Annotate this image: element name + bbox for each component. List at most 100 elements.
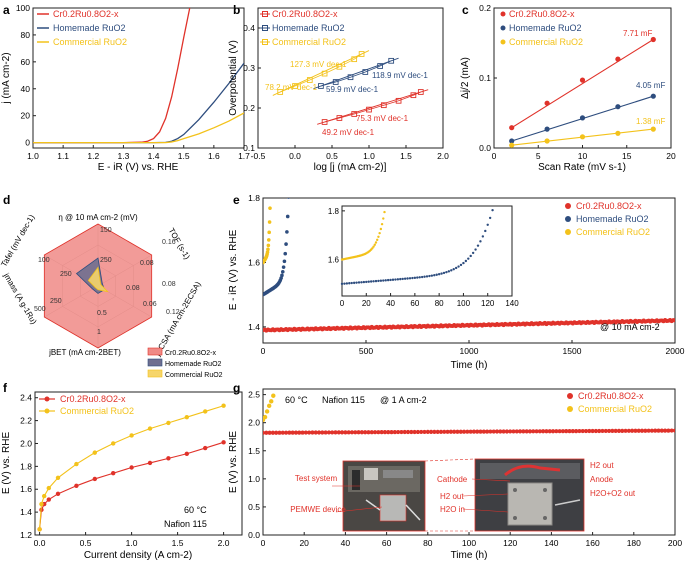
panel-b-point-cr xyxy=(336,115,343,121)
pemwe-photo-right xyxy=(474,458,585,532)
panel-g-legend-comm: Commercial RuO2 xyxy=(578,404,652,414)
panel-c-point-home xyxy=(579,115,586,121)
panel-g-point-cr xyxy=(323,430,328,435)
panel-e-point-home xyxy=(284,242,288,246)
panel-g-point-cr xyxy=(606,428,612,434)
panel-g-point-cr xyxy=(300,430,305,435)
panel-e-point-comm xyxy=(268,206,272,210)
inset-point-home xyxy=(411,276,414,280)
panel-g-point-cr xyxy=(610,428,615,433)
inset-point-home xyxy=(343,282,346,285)
inset-point-home xyxy=(481,235,485,238)
panel-g-point-cr xyxy=(587,428,592,434)
panel-g-point-cr xyxy=(396,429,401,435)
panel-e-point-cr xyxy=(673,318,675,323)
panel-g-xtick-label: 100 xyxy=(462,538,476,548)
panel-g-point-cr xyxy=(382,430,388,435)
inset-ytick-label: 1.8 xyxy=(328,207,340,216)
panel-g-point-cr xyxy=(353,430,358,435)
tafel-cr-2: 49.2 mV dec-1 xyxy=(322,128,375,137)
panel-g-xtick-label: 140 xyxy=(544,538,558,548)
panel-f-ticks: 0.0 0.5 1.0 1.5 2.0 1.2 1.4 1.6 1.8 2.0 2.2 2.4 xyxy=(20,393,230,548)
panel-a-line-home xyxy=(33,62,244,144)
panel-g-point-cr xyxy=(541,429,546,434)
panel-b-xtick-label: 2.0 xyxy=(437,151,449,161)
label-anode: Anode xyxy=(590,475,614,484)
panel-g-point-cr xyxy=(560,429,566,434)
panel-e-xtick-label: 500 xyxy=(359,346,373,356)
panel-b-xtick-label: -0.5 xyxy=(251,151,266,161)
panel-c-legend-cr: Cr0.2Ru0.8O2-x xyxy=(509,9,575,19)
panel-b-point-comm xyxy=(321,70,328,77)
panel-g-point-cr xyxy=(303,430,308,435)
panel-g-ytick-label: 2.0 xyxy=(248,418,260,428)
inset-xtick-label: 20 xyxy=(362,299,371,308)
panel-f-point-comm xyxy=(55,475,61,480)
inset-point-home xyxy=(416,276,419,279)
inset-point-home xyxy=(408,277,412,280)
panel-g-point-cr xyxy=(455,429,460,434)
panel-g-note-temp: 60 °C xyxy=(285,395,308,405)
panel-g-point-cr xyxy=(280,430,285,435)
panel-b-ylabel: Overpotential (V) xyxy=(228,40,239,116)
panel-b-ytick-label: 0.1 xyxy=(243,143,255,153)
panel-e-point-comm xyxy=(267,220,272,224)
inset-point-home xyxy=(384,279,387,282)
panel-b-point-comm xyxy=(358,51,365,57)
panel-g-point-cr xyxy=(330,430,335,435)
panel-g-point-cr xyxy=(379,430,384,435)
panel-c-xtick-label: 15 xyxy=(622,151,632,161)
inset-point-home xyxy=(379,279,383,282)
panel-f-legend: Cr0.2Ru0.8O2-x Commercial RuO2 xyxy=(39,394,134,416)
panel-g-xtick-label: 120 xyxy=(503,538,517,548)
panel-g-point-cr xyxy=(531,429,536,434)
panel-g-point-cr xyxy=(550,429,556,434)
panel-g-point-comm xyxy=(264,409,270,414)
radar-axis-jbet: jBET (mA cm-2BET) xyxy=(48,348,121,357)
panel-b-legend-marker-comm xyxy=(262,39,268,45)
inset-point-comm xyxy=(372,245,375,248)
panel-a-xlabel: E - iR (V) vs. RHE xyxy=(98,162,179,173)
label-h2-out-right: H2 out xyxy=(590,461,614,470)
panel-c-xtick-label: 10 xyxy=(578,151,588,161)
panel-c-point-home xyxy=(544,126,550,132)
panel-c-point-cr xyxy=(650,36,656,43)
panel-a-ticks: 1.0 1.1 1.2 1.3 1.4 1.5 1.6 1.7 0 20 40 60 80 100 xyxy=(16,3,250,161)
panel-g-point-cr xyxy=(386,430,391,435)
panel-f-xlabel: Current density (A cm-2) xyxy=(84,550,192,561)
panel-g-point-comm xyxy=(271,393,276,398)
inset-point-home xyxy=(457,265,460,268)
inset-point-home xyxy=(365,280,368,284)
panel-g-point-cr xyxy=(557,429,562,434)
radar-area-comm xyxy=(87,266,109,293)
panel-a-xtick-label: 1.1 xyxy=(57,151,69,161)
panel-d: η @ 10 mA cm-2 (mV) TOF (s-1) jECSA (mA … xyxy=(0,213,223,379)
panel-g-point-cr xyxy=(491,429,496,434)
panel-f-legend-comm: Commercial RuO2 xyxy=(60,406,134,416)
panel-g-point-cr xyxy=(590,428,595,434)
panel-e-xtick-label: 1000 xyxy=(460,346,479,356)
panel-f-ytick-label: 2.0 xyxy=(20,438,32,448)
ring-label-2: 250 xyxy=(100,257,112,264)
panel-g-point-cr xyxy=(326,430,332,435)
panel-g-point-cr xyxy=(597,428,602,434)
pemwe-photo-left xyxy=(342,460,426,532)
panel-g-point-cr xyxy=(544,429,549,434)
panel-c-fit-cr xyxy=(511,39,654,129)
panel-g-point-cr xyxy=(376,430,381,435)
panel-f-ylabel: E (V) vs. RHE xyxy=(1,432,12,495)
panel-f-ytick-label: 2.2 xyxy=(20,416,32,426)
panel-b: -0.5 0.0 0.5 1.0 1.5 2.0 0.1 0.2 0.3 0.4 log [j (… xyxy=(228,7,449,173)
panel-g-point-cr xyxy=(274,430,279,435)
panel-b-legend-comm: Commercial RuO2 xyxy=(272,37,346,47)
panel-b-legend: Cr0.2Ru0.8O2-x Homemade RuO2 Commercial … xyxy=(272,9,346,47)
inset-point-home xyxy=(357,281,361,284)
inset-point-home xyxy=(445,270,448,274)
inset-point-comm xyxy=(378,231,381,235)
panel-g-point-cr xyxy=(461,429,467,434)
panel-e-ytick-label: 1.6 xyxy=(248,257,260,267)
panel-g-point-cr xyxy=(452,429,457,434)
inset-point-home xyxy=(340,282,344,286)
panel-f-point-cr xyxy=(184,451,189,456)
panel-b-point-home xyxy=(377,63,383,69)
